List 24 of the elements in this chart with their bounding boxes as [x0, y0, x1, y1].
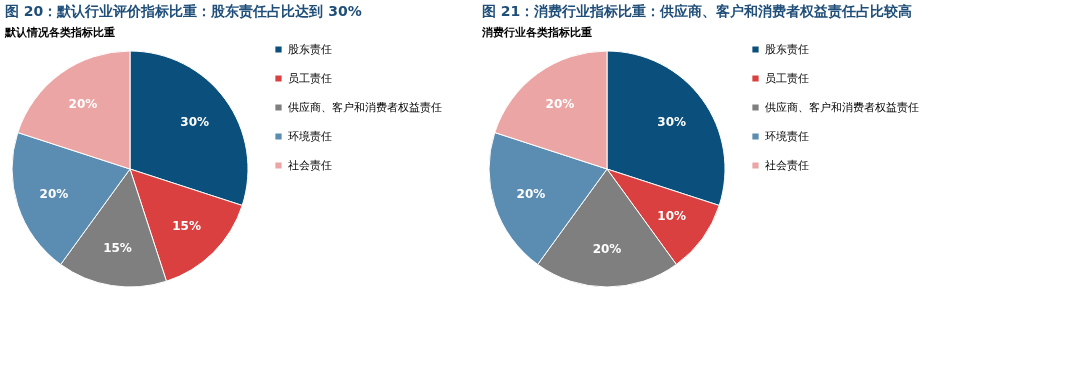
legend-label: 环境责任	[765, 129, 809, 143]
legend-label: 供应商、客户和消费者权益责任	[288, 100, 442, 114]
legend-label: 员工责任	[288, 71, 332, 85]
data-label: 20%	[39, 186, 69, 201]
legend-label: 社会责任	[288, 158, 332, 172]
legend-label: 供应商、客户和消费者权益责任	[765, 100, 919, 114]
legend-label: 社会责任	[765, 158, 809, 172]
data-label: 20%	[68, 97, 98, 112]
chart-title: 图 21：消费行业指标比重：供应商、客户和消费者权益责任占比较高	[482, 3, 913, 19]
data-label: 15%	[172, 218, 201, 233]
data-label: 30%	[180, 114, 210, 129]
data-label: 20%	[516, 186, 546, 201]
data-label: 20%	[545, 97, 575, 112]
legend-label: 股东责任	[765, 42, 809, 56]
data-label: 15%	[103, 241, 132, 256]
chart-subtitle: 默认情况各类指标比重	[4, 26, 115, 39]
legend-label: 环境责任	[288, 129, 332, 143]
legend-label: 员工责任	[765, 71, 809, 85]
legend-label: 股东责任	[288, 42, 332, 56]
chart-subtitle: 消费行业各类指标比重	[481, 26, 592, 39]
data-label: 10%	[657, 209, 687, 224]
chart-title: 图 20：默认行业评价指标比重：股东责任占比达到 30%	[5, 3, 362, 19]
data-label: 20%	[592, 242, 622, 256]
data-label: 30%	[657, 114, 687, 129]
